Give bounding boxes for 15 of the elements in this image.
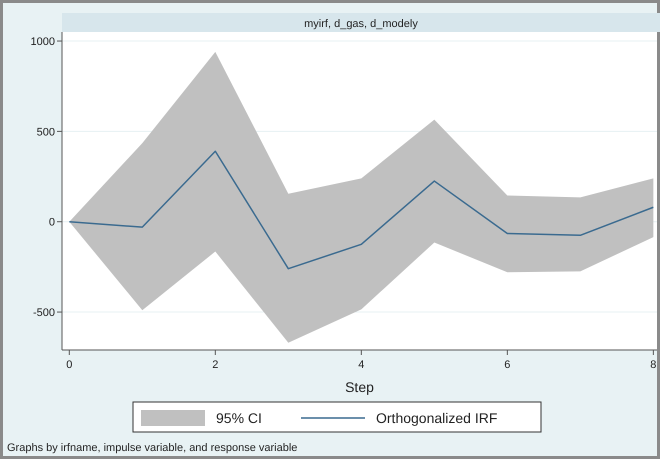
legend-label: Orthogonalized IRF (376, 410, 498, 426)
x-tick-label: 2 (212, 359, 218, 371)
x-tick-label: 6 (504, 359, 510, 371)
text: Graphs by irfname, impulse variable, and response variable (7, 442, 298, 454)
x-tick-label: 0 (66, 359, 72, 371)
line-series (68, 150, 654, 270)
y-tick-label: 0 (48, 216, 55, 229)
x-tick-label: 4 (358, 359, 364, 371)
x-axis-title: Step (345, 379, 374, 395)
x-tick-label: 8 (650, 359, 656, 371)
y-tick-label: 500 (36, 126, 55, 138)
y-tick-label: -500 (32, 307, 55, 320)
legend-label: 95% CI (216, 410, 262, 426)
y-tick-label: 1000 (30, 36, 55, 48)
chart-title: myirf, d_gas, d_modely (304, 18, 418, 30)
